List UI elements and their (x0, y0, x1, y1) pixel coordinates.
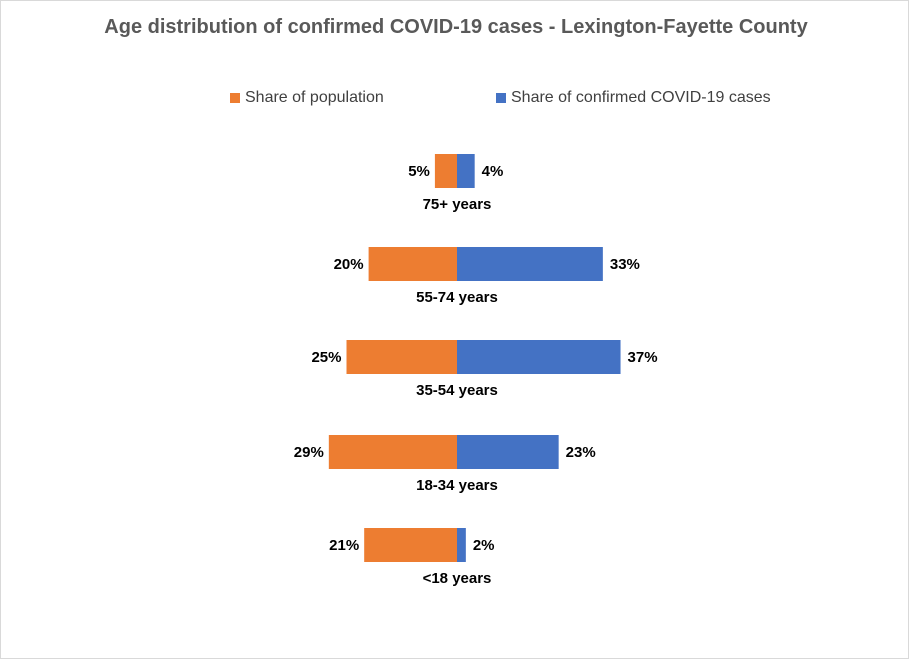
bar-cases-1 (457, 247, 603, 281)
chart-title: Age distribution of confirmed COVID-19 c… (104, 16, 808, 38)
bar-population-1 (368, 247, 457, 281)
legend-item-population: Share of population (230, 89, 384, 107)
data-label-population-3: 29% (294, 444, 324, 461)
legend-label-cases: Share of confirmed COVID-19 cases (511, 89, 771, 106)
category-label-1: 55-74 years (416, 289, 498, 306)
bar-population-0 (434, 154, 457, 188)
bar-population-2 (346, 340, 457, 374)
legend-swatch-cases (496, 93, 506, 103)
data-label-population-1: 20% (334, 256, 364, 273)
bar-population-3 (328, 435, 457, 469)
data-label-cases-4: 2% (473, 537, 495, 554)
data-label-cases-2: 37% (628, 349, 658, 366)
chart-legend: Share of population Share of confirmed C… (1, 89, 908, 109)
legend-label-population: Share of population (245, 89, 384, 106)
bar-cases-2 (457, 340, 621, 374)
category-label-2: 35-54 years (416, 382, 498, 399)
category-label-3: 18-34 years (416, 477, 498, 494)
category-label-4: <18 years (423, 570, 492, 587)
data-label-cases-1: 33% (610, 256, 640, 273)
bar-population-4 (364, 528, 457, 562)
data-label-population-4: 21% (329, 537, 359, 554)
data-label-cases-0: 4% (482, 163, 504, 180)
bar-cases-4 (457, 528, 466, 562)
bar-cases-0 (457, 154, 475, 188)
legend-swatch-population (230, 93, 240, 103)
data-label-population-0: 5% (408, 163, 430, 180)
bar-cases-3 (457, 435, 559, 469)
category-label-0: 75+ years (423, 196, 492, 213)
data-label-population-2: 25% (311, 349, 341, 366)
legend-item-cases: Share of confirmed COVID-19 cases (496, 89, 771, 107)
data-label-cases-3: 23% (566, 444, 596, 461)
